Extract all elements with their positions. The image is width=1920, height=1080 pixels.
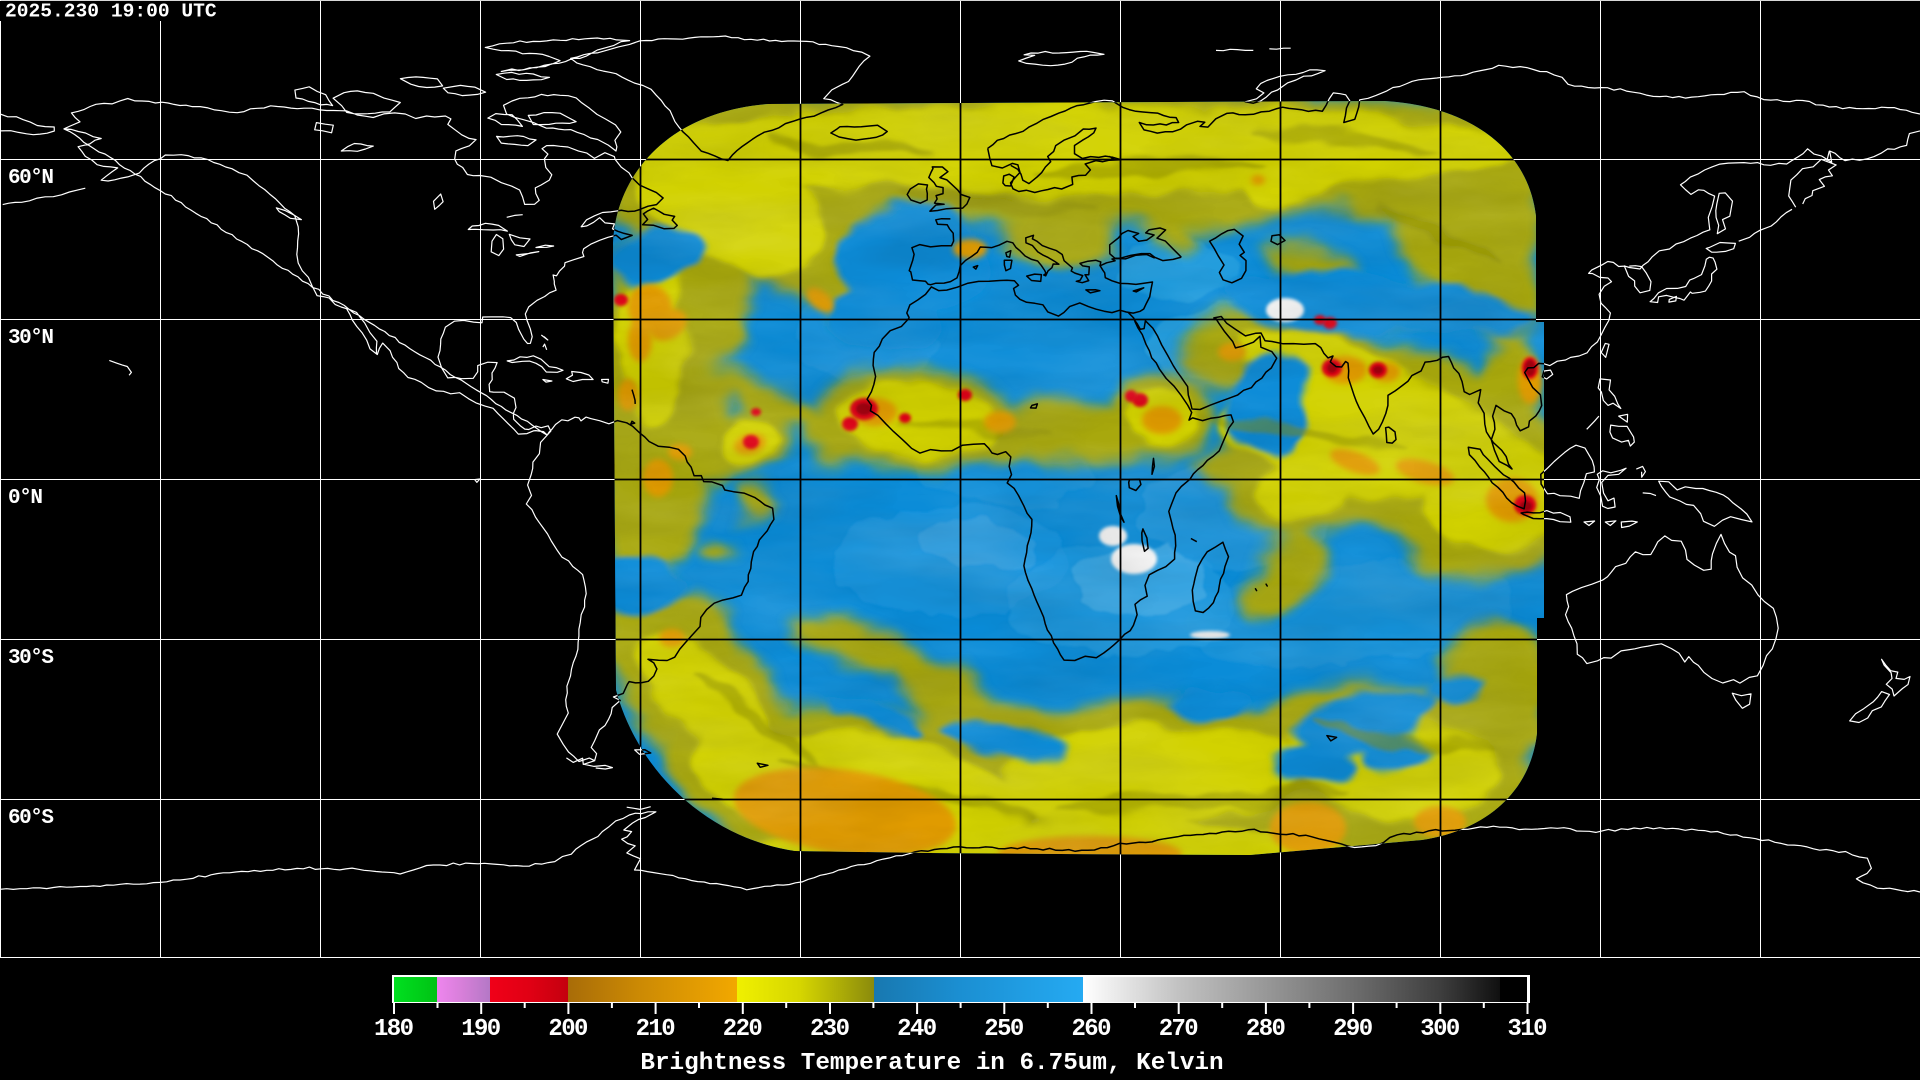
svg-text:2025.230 19:00 UTC: 2025.230 19:00 UTC <box>5 1 217 23</box>
svg-text:60°S: 60°S <box>8 807 54 830</box>
svg-text:240: 240 <box>897 1016 937 1043</box>
svg-text:260: 260 <box>1072 1016 1112 1043</box>
svg-text:30°S: 30°S <box>8 647 54 670</box>
svg-text:210: 210 <box>636 1016 676 1043</box>
svg-text:280: 280 <box>1246 1016 1286 1043</box>
svg-text:290: 290 <box>1333 1016 1373 1043</box>
svg-text:30°N: 30°N <box>8 327 54 350</box>
svg-text:250: 250 <box>984 1016 1024 1043</box>
svg-text:220: 220 <box>723 1016 763 1043</box>
svg-text:60°N: 60°N <box>8 167 54 190</box>
svg-text:270: 270 <box>1159 1016 1199 1043</box>
svg-text:190: 190 <box>461 1016 501 1043</box>
svg-text:230: 230 <box>810 1016 850 1043</box>
svg-text:300: 300 <box>1420 1016 1460 1043</box>
svg-text:310: 310 <box>1508 1016 1548 1043</box>
svg-text:0°N: 0°N <box>8 487 43 510</box>
svg-text:Brightness Temperature in 6.75: Brightness Temperature in 6.75um, Kelvin <box>640 1050 1223 1077</box>
svg-text:180: 180 <box>374 1016 414 1043</box>
svg-text:200: 200 <box>548 1016 588 1043</box>
